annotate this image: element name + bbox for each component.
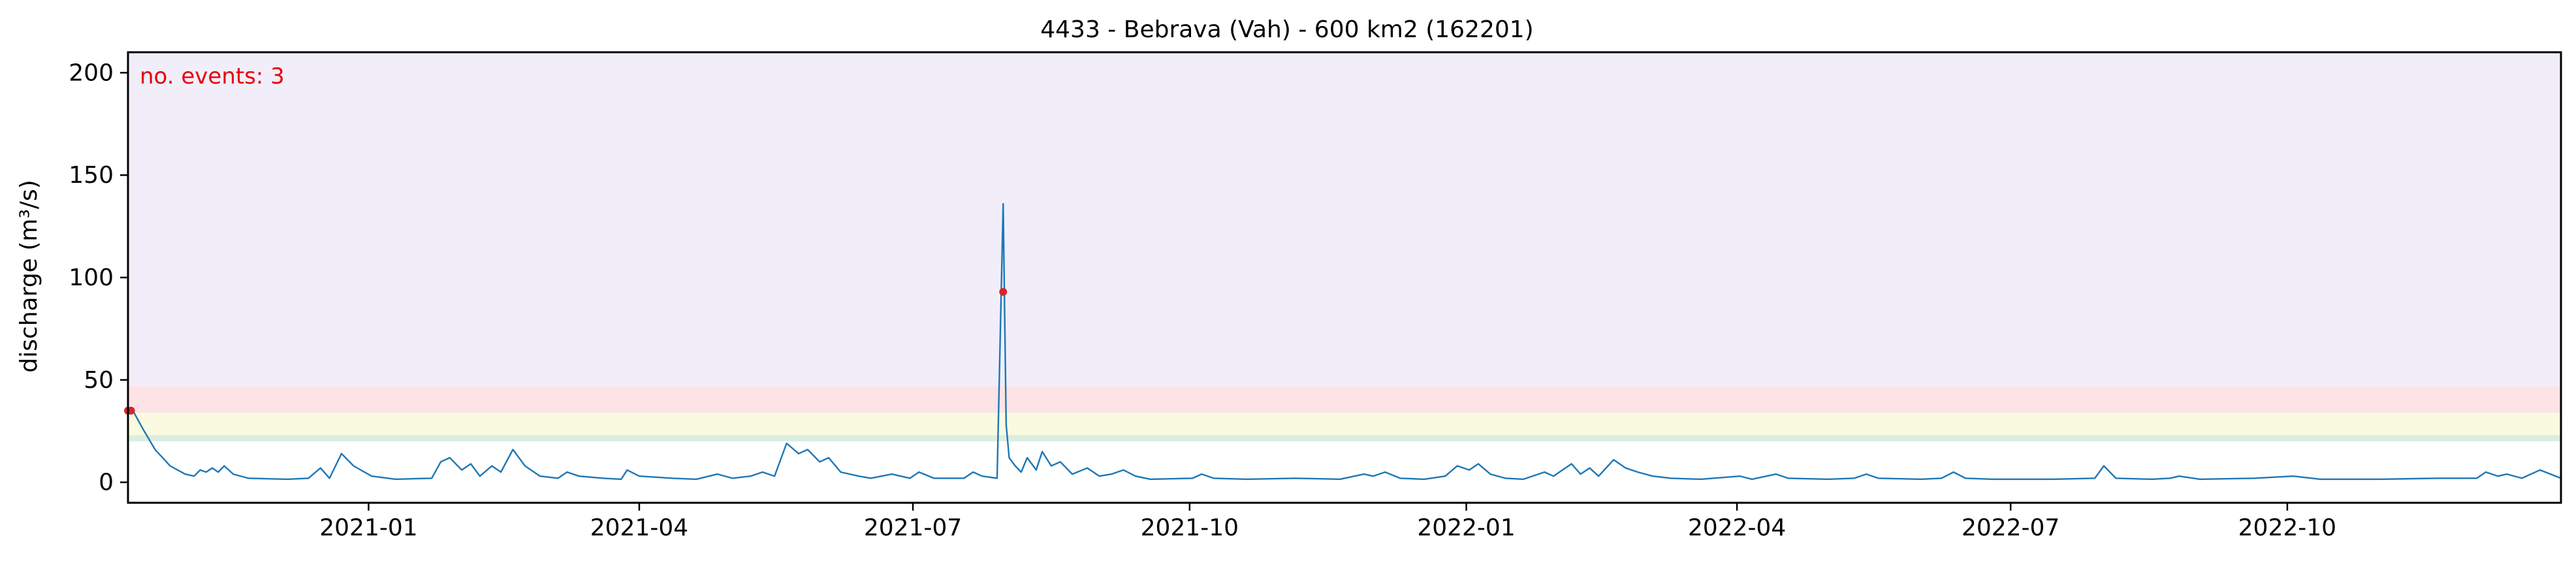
x-tick-label-2021-10: 2021-10 [1141, 515, 1239, 541]
x-tick-label-2021-04: 2021-04 [590, 515, 688, 541]
y-tick-label-200: 200 [69, 59, 114, 86]
x-tick-label-2021-07: 2021-07 [864, 515, 962, 541]
y-axis-label: discharge (m³/s) [16, 180, 42, 372]
x-tick-label-2022-07: 2022-07 [1962, 515, 2059, 541]
y-axis: 0 50 100 150 200 [69, 59, 128, 496]
x-tick-label-2022-01: 2022-01 [1417, 515, 1515, 541]
chart-title: 4433 - Bebrava (Vah) - 600 km2 (162201) [1040, 16, 1533, 43]
y-tick-label-150: 150 [69, 162, 114, 189]
event-count-annotation: no. events: 3 [140, 63, 285, 89]
discharge-series [127, 202, 2562, 481]
x-tick-label-2021-01: 2021-01 [319, 515, 417, 541]
x-tick-label-2022-10: 2022-10 [2238, 515, 2336, 541]
threshold-band-0 [128, 435, 2561, 441]
threshold-band-1 [128, 413, 2561, 436]
threshold-bands [128, 52, 2561, 441]
event-marker-1 [127, 406, 135, 415]
y-tick-label-0: 0 [99, 469, 114, 496]
threshold-band-2 [128, 386, 2561, 413]
event-marker-2 [999, 287, 1008, 296]
y-tick-label-100: 100 [69, 264, 114, 291]
series-line-0 [127, 202, 2562, 481]
y-tick-label-50: 50 [84, 367, 114, 394]
threshold-band-3 [128, 52, 2561, 387]
x-tick-label-2022-04: 2022-04 [1688, 515, 1786, 541]
x-axis: 2021-01 2021-04 2021-07 2021-10 2022-01 2022-… [319, 503, 2336, 541]
